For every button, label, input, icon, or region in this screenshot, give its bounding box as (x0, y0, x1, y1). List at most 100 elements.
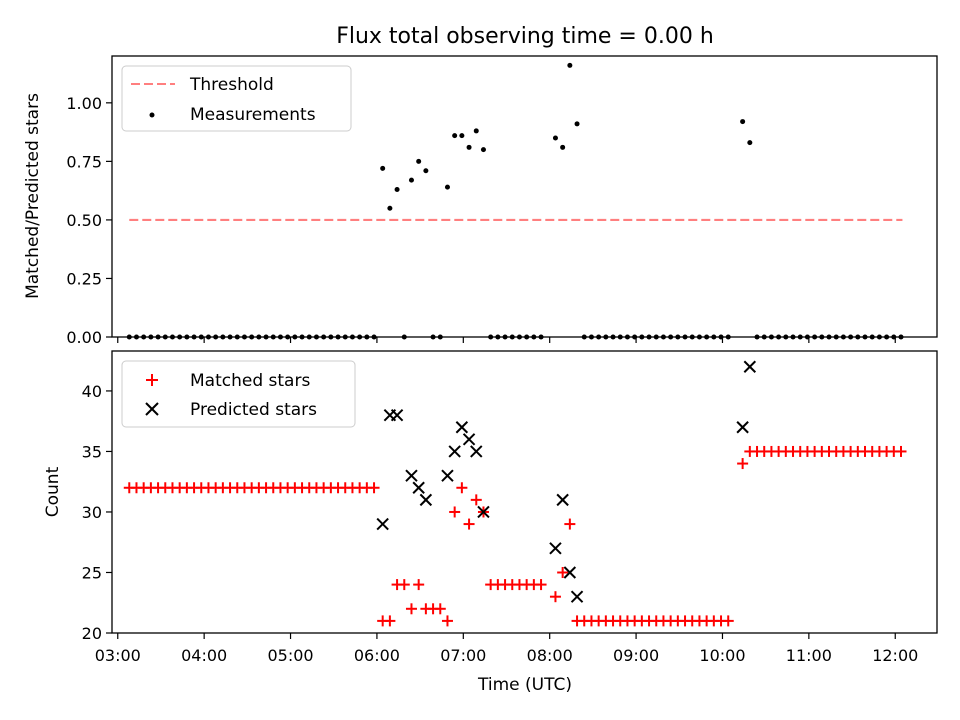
legend-predicted-label: Predicted stars (190, 400, 317, 420)
predicted-star-point (419, 493, 433, 507)
bottom-y-axis: 20 25 30 35 40 (82, 382, 112, 643)
matched-star-point (405, 603, 417, 615)
top-panel: Flux total observing time = 0.00 h 0.000… (23, 24, 938, 347)
top-y-axis: 0.00 0.25 0.50 0.75 1.00 (66, 94, 112, 347)
top-legend-box (121, 65, 352, 132)
predicted-star-point (736, 421, 749, 434)
matched-star-point (368, 482, 380, 494)
legend-matched-swatch (146, 374, 158, 386)
measurement-point (466, 144, 472, 150)
matched-star-point (413, 579, 425, 591)
predicted-star-point (462, 433, 476, 446)
measurement-point (380, 165, 386, 171)
legend-predicted-swatch (145, 402, 159, 416)
predicted-star-point (448, 445, 461, 458)
measurement-point (740, 119, 746, 125)
bottom-x-axis: 03:00 04:00 05:00 06:00 07:00 08:00 09:00 10:00… (95, 633, 918, 665)
measurement-point (480, 147, 486, 153)
measurement-point (452, 133, 458, 139)
predicted-star-point (477, 505, 490, 519)
predicted-star-point (405, 469, 418, 482)
top-ytick-label: 0.75 (66, 152, 102, 171)
measurement-point (574, 121, 580, 127)
bottom-ytick-label: 40 (82, 382, 102, 401)
bottom-legend: Matched stars Predicted stars (121, 360, 356, 428)
measurement-point (567, 62, 573, 68)
bottom-xtick-label: 06:00 (354, 646, 400, 665)
bottom-y-axis-label: Count (43, 466, 63, 517)
chart-title: Flux total observing time = 0.00 h (336, 24, 714, 49)
measurement-point (408, 177, 414, 183)
series-matched-stars (123, 445, 907, 627)
bottom-ytick-label: 20 (82, 624, 102, 643)
matched-star-point (449, 506, 461, 518)
predicted-star-point (556, 493, 569, 507)
matched-star-point (434, 603, 446, 615)
matched-star-point (470, 494, 482, 506)
matched-star-point (722, 615, 734, 627)
matched-star-point (463, 518, 475, 530)
bottom-xtick-label: 07:00 (440, 646, 486, 665)
predicted-star-point (470, 445, 483, 458)
measurement-point (459, 133, 465, 139)
series-measurements (126, 62, 904, 340)
matched-star-point (549, 591, 561, 603)
measurement-point (416, 158, 422, 164)
bottom-xtick-label: 03:00 (95, 646, 141, 665)
predicted-star-point (390, 408, 404, 422)
measurement-point (552, 135, 558, 141)
measurement-point (747, 140, 753, 146)
top-y-axis-label: Matched/Predicted stars (23, 93, 43, 299)
matched-star-point (535, 579, 547, 591)
predicted-star-point (549, 542, 562, 555)
bottom-panel: 20 25 30 35 40 03:00 04:00 05:00 06:00 07:00 08:0… (43, 350, 938, 695)
matched-star-point (895, 445, 907, 457)
bottom-xtick-label: 05:00 (267, 646, 313, 665)
top-ytick-label: 0.00 (66, 328, 102, 347)
top-ytick-label: 0.50 (66, 211, 102, 230)
top-x-axis (117, 337, 896, 343)
predicted-star-point (743, 360, 757, 373)
measurement-point (423, 168, 429, 174)
bottom-plot-area (123, 360, 907, 627)
matched-star-point (398, 579, 410, 591)
bottom-ytick-label: 30 (82, 503, 102, 522)
bottom-axes-frame (111, 350, 938, 634)
bottom-ytick-label: 35 (82, 442, 102, 461)
legend-measurements-label: Measurements (190, 105, 316, 125)
predicted-star-point (376, 517, 389, 531)
bottom-legend-box (121, 360, 356, 428)
bottom-xtick-label: 09:00 (613, 646, 659, 665)
predicted-star-point (563, 566, 577, 579)
predicted-star-point (412, 481, 425, 494)
predicted-star-point (570, 590, 584, 603)
bottom-x-axis-label: Time (UTC) (477, 675, 572, 695)
top-ytick-label: 0.25 (66, 269, 102, 288)
matched-star-point (557, 566, 569, 578)
measurement-point (394, 186, 400, 192)
legend-matched-label: Matched stars (190, 371, 310, 391)
matched-star-point (384, 615, 396, 627)
bottom-xtick-label: 04:00 (181, 646, 227, 665)
measurement-point (473, 128, 479, 134)
top-axes-frame (111, 55, 938, 338)
top-plot-area (126, 62, 904, 340)
matched-star-point (456, 482, 468, 494)
bottom-xtick-label: 08:00 (527, 646, 573, 665)
measurement-point (444, 184, 450, 190)
top-legend: Threshold Measurements (121, 65, 352, 132)
bottom-xtick-label: 11:00 (786, 646, 832, 665)
matched-star-point (564, 518, 576, 530)
matched-star-point (737, 458, 749, 470)
predicted-star-point (455, 421, 469, 434)
legend-threshold-label: Threshold (189, 75, 274, 95)
legend-measurements-swatch (149, 112, 155, 118)
top-ytick-label: 1.00 (66, 94, 102, 113)
series-predicted-stars (376, 360, 757, 603)
bottom-xtick-label: 12:00 (872, 646, 918, 665)
matched-star-point (441, 615, 453, 627)
bottom-ytick-label: 25 (82, 563, 102, 582)
measurement-point (387, 205, 393, 211)
bottom-xtick-label: 10:00 (699, 646, 745, 665)
